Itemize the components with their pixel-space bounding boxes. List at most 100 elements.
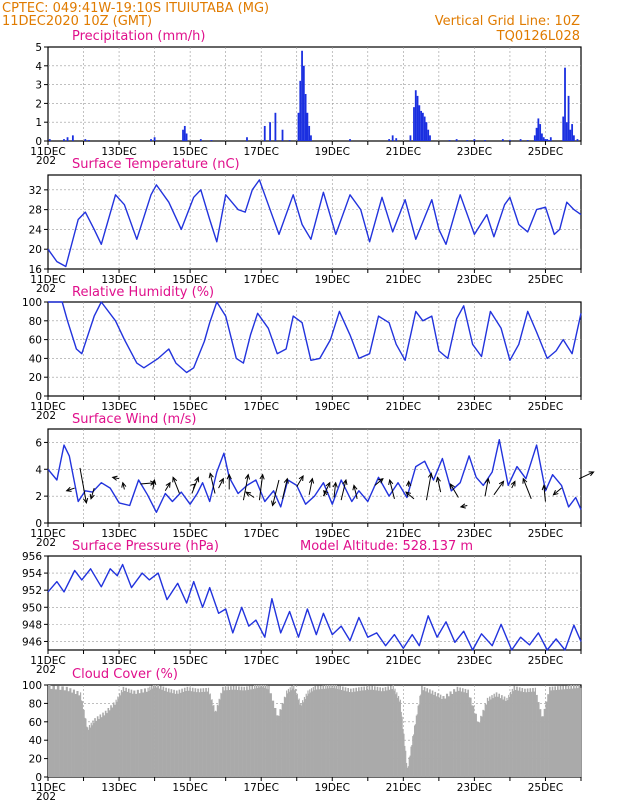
cloud-cover-column	[529, 688, 532, 777]
wind-vector-head	[541, 484, 547, 491]
precip-bar	[199, 139, 202, 141]
pressure-date-label: 25DEC	[528, 655, 563, 667]
wind-vector-head	[325, 481, 331, 488]
cloud-cover-column	[543, 708, 545, 777]
cloud-cover-column	[177, 693, 179, 777]
cloud-cover-column	[215, 711, 218, 777]
cloud-cover-column	[136, 689, 139, 777]
cloud-cover-column	[371, 685, 373, 777]
cloud-cover-column	[119, 695, 122, 777]
cloud-cover-column	[190, 691, 193, 777]
rh-ytick-label: 0	[35, 391, 42, 403]
init-time: 11DEC2020 10Z (GMT)	[2, 14, 152, 29]
cloud-cover-column	[525, 692, 528, 777]
wind-vector-head	[449, 483, 455, 490]
temperature-panel: Surface Temperature (nC) 16 20 24 28 32 11DEC…	[29, 157, 582, 295]
cloud-cover-column	[398, 696, 400, 777]
wind-vector-head	[427, 472, 434, 479]
cloud-cover-column	[411, 745, 413, 777]
cloud-cover-column	[407, 766, 409, 777]
cloud-cover-column	[181, 688, 183, 777]
cloud-cover-column	[400, 711, 402, 777]
cloud-cover-column	[516, 686, 518, 777]
cloud-cover-column	[456, 686, 459, 777]
cloud-cover-column	[298, 698, 300, 777]
cloud-cover-column	[209, 693, 211, 777]
wind-ytick-label: 6	[35, 437, 42, 449]
cloud-cover-column	[74, 693, 77, 777]
cloud-cover-column	[108, 710, 111, 777]
cloud-cover-column	[546, 701, 548, 777]
cloud-cover-column	[221, 693, 223, 777]
cloud-cover-column	[155, 687, 158, 777]
precip-bar	[427, 129, 430, 141]
cloud-cover-column	[538, 702, 540, 777]
cloud-cover-column	[90, 722, 92, 777]
cloud-cover-column	[454, 691, 457, 777]
cloud-cover-column	[517, 690, 520, 777]
cloud-cover-column	[464, 688, 467, 777]
precip-bar	[269, 122, 271, 141]
cloud-cover-column	[149, 686, 151, 777]
cloud-cover-column	[423, 687, 426, 777]
cloud-cover-column	[520, 691, 522, 777]
cloud-cover-column	[193, 691, 195, 777]
cloud-cover-column	[142, 692, 145, 777]
wind-vector-arrow	[511, 481, 516, 489]
cloud-cover-column	[239, 690, 242, 777]
precip-bar	[416, 95, 419, 141]
precip-ytick-label: 2	[35, 98, 42, 110]
cloud-cover-column	[386, 690, 388, 777]
cloud-cover-column	[548, 694, 550, 777]
cloud-cover-column	[259, 685, 261, 777]
wind-vector-head	[552, 490, 559, 496]
cloud-cover-column	[56, 685, 60, 777]
cloud-cover-column	[469, 697, 472, 777]
cloud-cover-column	[384, 687, 387, 777]
cloud-cover-column	[398, 701, 401, 777]
rh-ytick-label: 60	[29, 335, 42, 347]
cloud-cover-column	[540, 709, 542, 777]
precip-bar	[423, 116, 426, 141]
precip-bar	[84, 139, 87, 141]
cloud-cover-column	[348, 692, 351, 777]
cloud-cover-column	[246, 686, 248, 777]
cloud-cover-column	[557, 686, 559, 777]
cloud-cover-column	[534, 687, 536, 777]
wind-vector-arrow	[218, 478, 224, 489]
cloud-cover-column	[347, 687, 350, 777]
cloud-cover-column	[104, 710, 107, 777]
precip-date-label: 23DEC	[457, 146, 492, 158]
precip-bar	[391, 135, 394, 141]
cloud-cover-column	[561, 689, 563, 777]
pressure-date-label: 11DEC	[30, 655, 65, 667]
temp-date-label: 23DEC	[457, 274, 492, 286]
temp-ytick-label: 32	[29, 185, 42, 197]
cloud-cover-column	[367, 689, 369, 777]
cloud-cover-column	[215, 710, 217, 777]
cloud-ytick-label: 100	[22, 680, 42, 692]
cloud-cover-column	[461, 688, 464, 777]
precip-ytick-label: 3	[35, 80, 42, 92]
cloud-cover-column	[542, 716, 544, 777]
precip-bar	[546, 139, 549, 141]
cloud-cover-column	[532, 687, 534, 777]
wind-vector-arrow	[522, 478, 532, 500]
cloud-cover-column	[460, 691, 463, 777]
cloud-cover-column	[503, 696, 506, 777]
cloud-cover-column	[191, 687, 194, 777]
cloud-cover-column	[438, 697, 441, 777]
cloud-cover-column	[223, 690, 226, 777]
cloud-cover-column	[294, 688, 297, 777]
cloud-date-label: 17DEC	[243, 782, 278, 794]
cloud-cover-column	[383, 691, 385, 777]
cloud-cover-column	[303, 696, 306, 777]
wind-vector-head	[83, 497, 89, 504]
precip-bar	[210, 140, 213, 141]
wind-date-label: 23DEC	[457, 528, 492, 540]
cloud-cover-column	[289, 687, 291, 777]
cloud-cover-column	[276, 715, 278, 777]
cloud-cover-column	[219, 699, 221, 777]
cloud-cover-column	[102, 712, 104, 777]
cloud-ytick-label: 20	[29, 754, 42, 766]
